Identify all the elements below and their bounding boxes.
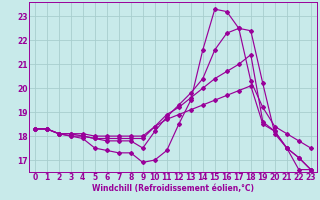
X-axis label: Windchill (Refroidissement éolien,°C): Windchill (Refroidissement éolien,°C) bbox=[92, 184, 254, 193]
